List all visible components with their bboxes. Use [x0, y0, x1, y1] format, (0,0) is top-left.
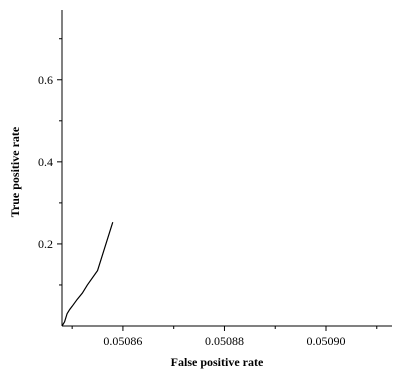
roc-curve-line	[61, 221, 114, 327]
y-tick-label: 0.6	[38, 73, 53, 87]
x-axis-ticks: 0.05086 0.05088 0.05090	[71, 326, 378, 348]
y-tick-label: 0.2	[38, 237, 53, 251]
x-tick-label: 0.05090	[307, 334, 346, 348]
y-axis-title: True positive rate	[8, 126, 22, 217]
x-tick-label: 0.05088	[205, 334, 244, 348]
y-tick-label: 0.4	[38, 155, 53, 169]
x-axis-title: False positive rate	[171, 355, 264, 369]
y-axis-ticks: 0.2 0.4 0.6	[38, 38, 62, 286]
series-group	[61, 221, 114, 327]
x-tick-label: 0.05086	[103, 334, 142, 348]
